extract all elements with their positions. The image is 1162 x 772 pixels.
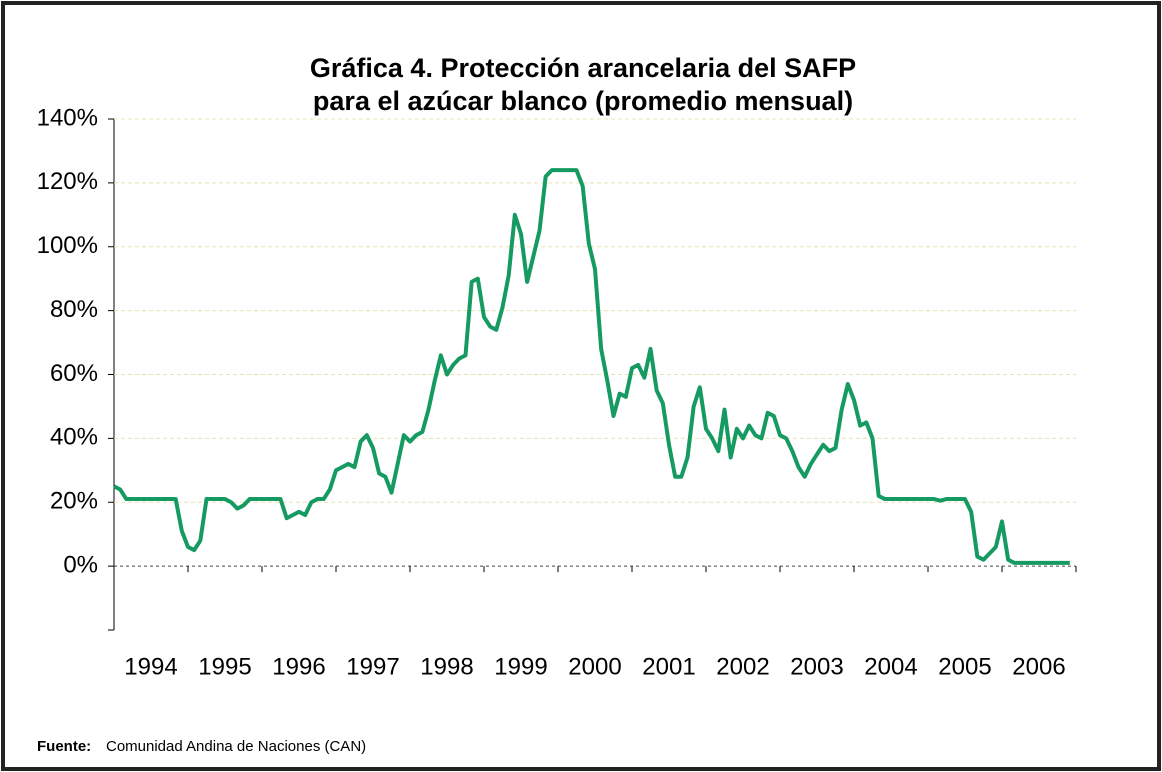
x-tick-label: 2001: [642, 653, 695, 680]
y-tick-label: 120%: [37, 168, 98, 195]
x-tick-label: 1996: [272, 653, 325, 680]
x-tick-label: 1997: [346, 653, 399, 680]
x-tick-label: 2005: [938, 653, 991, 680]
chart-title: Gráfica 4. Protección arancelaria del SA…: [310, 53, 856, 83]
y-tick-label: 40%: [50, 424, 98, 451]
source: Comunidad Andina de Naciones (CAN): [106, 738, 366, 755]
x-tick-label: 2003: [790, 653, 843, 680]
x-tick-label: 2000: [568, 653, 621, 680]
x-tick-label: 1994: [124, 653, 177, 680]
source-label: Fuente:: [37, 738, 91, 755]
chart-title: para el azúcar blanco (promedio mensual): [313, 86, 853, 116]
x-tick-label: 1998: [420, 653, 473, 680]
x-tick-label: 2002: [716, 653, 769, 680]
x-tick-label: 2004: [864, 653, 917, 680]
y-tick-label: 0%: [63, 551, 98, 578]
y-tick-label: 60%: [50, 360, 98, 387]
x-tick-label: 1995: [198, 653, 251, 680]
y-tick-label: 80%: [50, 296, 98, 323]
x-tick-label: 2006: [1012, 653, 1065, 680]
data-line: [113, 168, 1070, 565]
y-tick-label: 20%: [50, 488, 98, 515]
x-tick-label: 1999: [494, 653, 547, 680]
y-tick-label: 140%: [37, 104, 98, 131]
y-tick-label: 100%: [37, 232, 98, 259]
